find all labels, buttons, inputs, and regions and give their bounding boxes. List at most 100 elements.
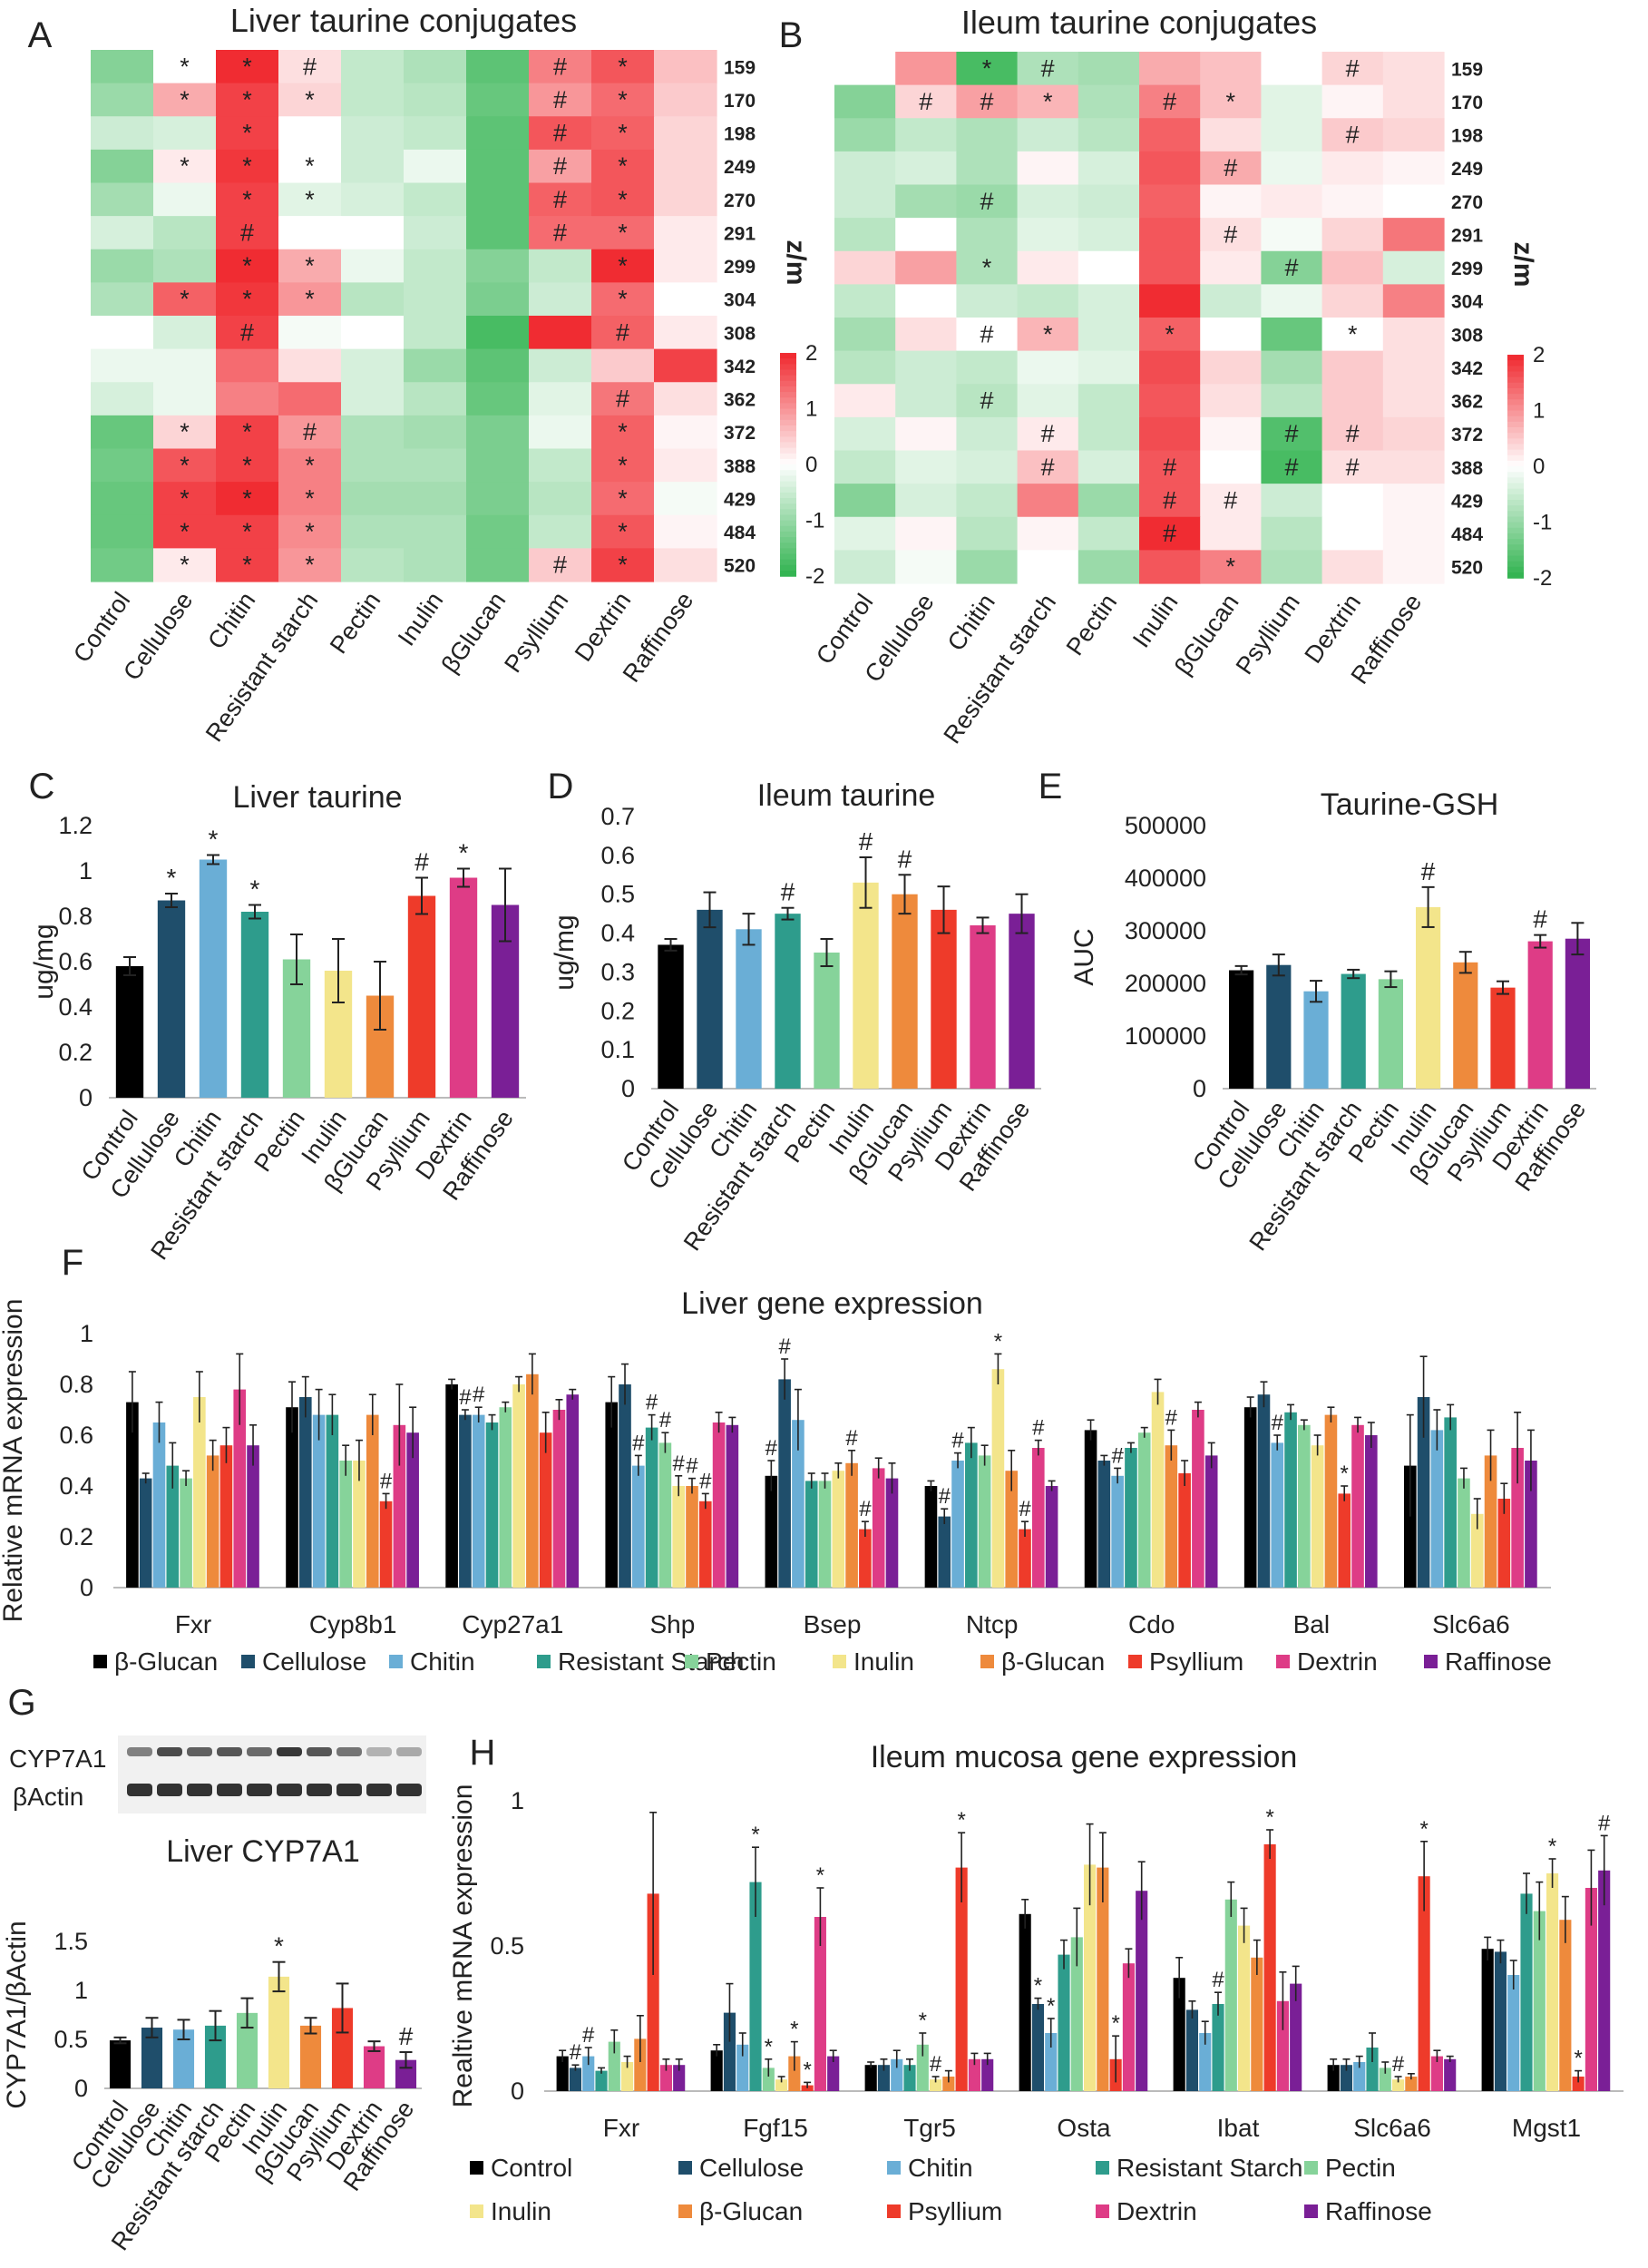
heatmap-cell [341, 382, 405, 416]
heatmap-cell [956, 484, 1019, 518]
heatmap-cell [529, 448, 592, 483]
heatmap-cell [216, 382, 279, 416]
color-scale-step [780, 375, 796, 382]
heatmap-cell [278, 548, 342, 582]
row-label: 249 [1451, 159, 1483, 180]
heatmap-cell [1200, 250, 1262, 285]
bar-bal-inulin [1311, 1445, 1324, 1588]
heatmap-cell [1200, 118, 1262, 152]
y-axis-label: ug/mg [550, 914, 580, 990]
significance-hash: # [765, 1436, 778, 1461]
heatmap-cell [834, 550, 896, 584]
bar-ntcp-dextrin [1031, 1448, 1045, 1588]
bar-bsep-dextrin [872, 1468, 885, 1588]
color-scale-step [1507, 449, 1524, 456]
y-tick-label: 0.2 [600, 997, 635, 1024]
significance-hash: # [616, 318, 629, 346]
heatmap-cell [1261, 484, 1323, 518]
significance-hash: # [632, 1431, 645, 1455]
heatmap-cell [1382, 184, 1445, 219]
bar-mgst1-b-glucan [1559, 1920, 1572, 2091]
heatmap-cell [1078, 151, 1140, 186]
significance-asterisk: * [803, 2058, 811, 2082]
heatmap-cell [529, 182, 592, 217]
bar-shp-dextrin [712, 1422, 726, 1588]
y-tick-label: 0.8 [59, 1371, 93, 1398]
heatmap-cell [1382, 484, 1445, 518]
heatmap-cell [1261, 84, 1323, 119]
bar-slc6a6-raffinose [1444, 2058, 1457, 2091]
heatmap-cell [834, 350, 896, 385]
color-scale-step [1507, 438, 1524, 445]
significance-asterisk: * [459, 839, 469, 867]
y-tick-label: 0 [1193, 1075, 1206, 1102]
heatmap-cell [654, 216, 717, 250]
row-label: 304 [724, 290, 756, 311]
heatmap-cell [1382, 550, 1445, 584]
heatmap-cell [1321, 350, 1384, 385]
heatmap-cell [895, 484, 957, 518]
heatmap-cell [1200, 184, 1262, 219]
heatmap-cell [404, 316, 467, 350]
legend-swatch [887, 2161, 901, 2175]
color-scale-step [1507, 433, 1524, 439]
row-label: 520 [1451, 558, 1483, 579]
heatmap-cell [404, 282, 467, 317]
legend-swatch [241, 1655, 255, 1668]
blot-band [336, 1784, 362, 1796]
bar-cyp8b1-dextrin [393, 1424, 406, 1588]
bar-tgr5-psyllium [955, 1867, 968, 2091]
bar-fxr-control [556, 2056, 569, 2091]
legend-swatch [1276, 1655, 1290, 1668]
bar-fxr-cellulose [139, 1478, 152, 1588]
blot-band [157, 1747, 182, 1756]
bar-slc6a6-cellulose [1340, 2065, 1353, 2091]
heatmap-cell [278, 149, 342, 184]
significance-asterisk: * [1165, 320, 1175, 347]
heatmap-cell [834, 218, 896, 252]
legend-swatch [389, 1655, 403, 1668]
bar-ntcp-pectin [978, 1455, 991, 1588]
significance-asterisk: * [305, 186, 315, 213]
heatmap-cell [1261, 318, 1323, 352]
significance-hash: # [303, 418, 317, 445]
bar-bsep-resistant-starch [804, 1481, 818, 1588]
color-scale-step [780, 458, 796, 465]
color-scale-step [1507, 511, 1524, 518]
significance-hash: # [1392, 2052, 1405, 2077]
y-tick-label: 0.4 [59, 1472, 93, 1500]
y-tick-label: 0.3 [600, 958, 635, 985]
bar-fxr-dextrin [233, 1389, 247, 1588]
heatmap-cell [591, 548, 655, 582]
blot-background [118, 1735, 426, 1813]
color-scale-step [1507, 387, 1524, 395]
bar-control [109, 2040, 132, 2088]
significance-hash: # [459, 1385, 472, 1410]
significance-asterisk: * [305, 252, 315, 279]
significance-asterisk: * [274, 1932, 284, 1960]
column-label: Control [68, 587, 136, 668]
heatmap-cell [341, 448, 405, 483]
significance-asterisk: * [250, 875, 260, 904]
x-category-label: Ntcp [966, 1610, 1019, 1638]
significance-hash: # [1041, 454, 1055, 481]
heatmap-cell [153, 116, 217, 151]
heatmap-cell [895, 118, 957, 152]
y-tick-label: 0.6 [600, 842, 635, 869]
color-scale-step [780, 497, 796, 504]
blot-band [277, 1784, 302, 1796]
heatmap-cell [1078, 218, 1140, 252]
heatmap-cell [341, 282, 405, 317]
bar-cyp8b1-raffinose [406, 1432, 419, 1588]
blot-label-bactin: βActin [13, 1783, 83, 1811]
legend-entry: Resistant Starch [558, 1647, 744, 1676]
significance-asterisk: * [242, 186, 252, 213]
bar-chart-G: Liver CYP7A100.511.5ControlCelluloseChit… [2, 1834, 422, 2255]
x-category-label: Tgr5 [903, 2114, 956, 2142]
bar-mgst1-pectin [1533, 1911, 1546, 2091]
row-label: 372 [1451, 425, 1483, 445]
significance-hash: # [553, 186, 567, 213]
heatmap-cell [1382, 284, 1445, 318]
blot-band [366, 1784, 392, 1796]
bar-mgst1-psyllium [1572, 2077, 1585, 2091]
